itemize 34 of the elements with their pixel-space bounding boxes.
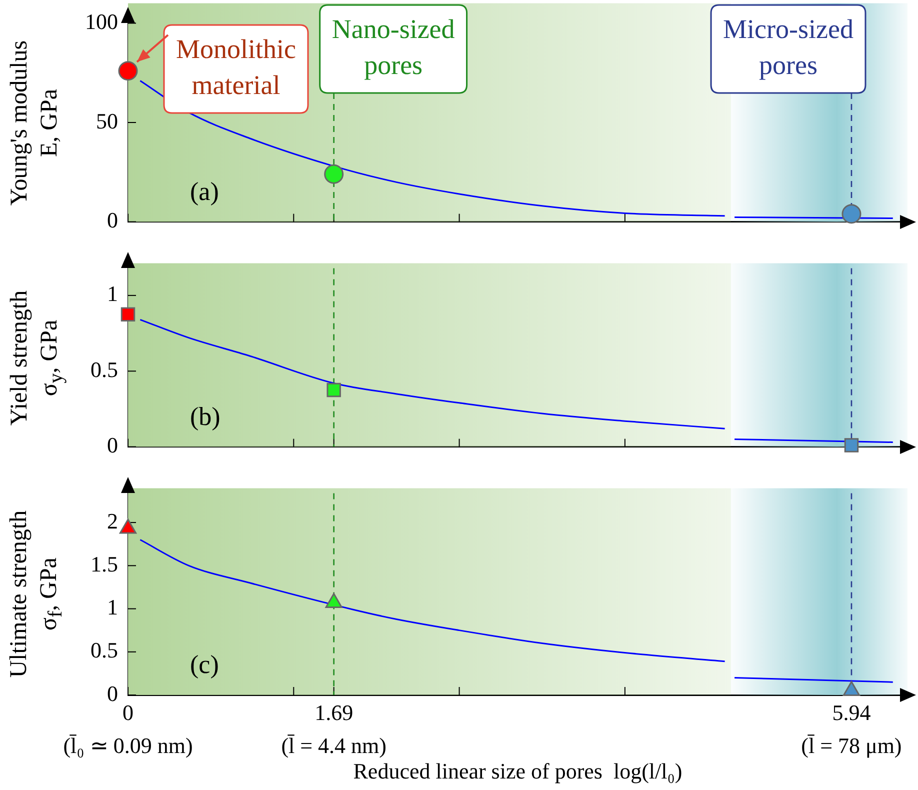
point bbox=[325, 592, 342, 608]
annotation: (c) bbox=[190, 650, 219, 679]
y-tick-label: 2 bbox=[107, 508, 118, 534]
point bbox=[324, 164, 344, 184]
ref-line-label: Nano-sized pores bbox=[332, 14, 456, 80]
x-tick-label: 5.94 bbox=[832, 700, 871, 725]
point bbox=[842, 680, 860, 696]
annotation: (b) bbox=[190, 402, 220, 431]
text: (l̄₀ ≃ 0.09 nm) bbox=[63, 732, 193, 758]
ref-line-label: Micro-sized pores bbox=[723, 14, 854, 80]
y-tick-label: 100 bbox=[85, 8, 118, 34]
x-axis-title: Reduced linear size of pores log(l/l₀) bbox=[353, 758, 682, 784]
y-tick-label: 0 bbox=[107, 208, 118, 233]
point bbox=[118, 61, 138, 81]
y-tick-label: 1 bbox=[107, 594, 118, 620]
point bbox=[120, 307, 136, 322]
y-tick-label: 0.5 bbox=[90, 356, 118, 382]
annotation: Monolithic material bbox=[176, 34, 296, 100]
y-tick-label: 1 bbox=[107, 281, 118, 306]
point bbox=[326, 382, 341, 398]
x-tick-label: 0 bbox=[122, 700, 134, 725]
y-axis-title: Young's modulus E, GPa bbox=[5, 38, 63, 208]
text: (l̄ = 4.4 nm) bbox=[281, 732, 386, 758]
y-tick-label: 1.5 bbox=[90, 551, 118, 576]
point bbox=[842, 204, 862, 224]
y-tick-label: 50 bbox=[96, 108, 118, 134]
point bbox=[119, 518, 137, 534]
y-tick-label: 0 bbox=[107, 680, 118, 706]
point bbox=[844, 438, 859, 452]
x-tick-label: 1.69 bbox=[314, 700, 354, 725]
annotation: (a) bbox=[190, 176, 219, 206]
y-tick-label: 0 bbox=[107, 432, 118, 458]
text: (l̄ = 78 μm) bbox=[801, 732, 902, 758]
y-tick-label: 0.5 bbox=[90, 638, 118, 663]
